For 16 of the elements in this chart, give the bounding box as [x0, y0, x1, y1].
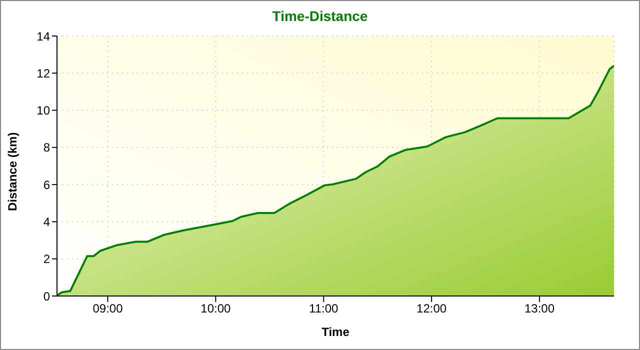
x-tick-label: 13:00: [524, 302, 555, 316]
chart-title: Time-Distance: [271, 8, 369, 24]
y-tick-label: 0: [43, 289, 50, 304]
x-axis-title: Time: [322, 325, 350, 339]
y-tick-label: 6: [43, 178, 50, 192]
x-tick-label: 10:00: [200, 302, 232, 316]
y-tick-label: 12: [36, 66, 50, 80]
y-axis-title: Distance (km): [5, 132, 20, 211]
x-tick-label: 09:00: [92, 302, 124, 316]
y-tick-label: 4: [43, 214, 50, 229]
y-tick-label: 2: [43, 252, 50, 266]
x-tick-label: 12:00: [416, 302, 447, 316]
y-tick-label: 8: [43, 140, 50, 155]
y-tick-label: 10: [36, 104, 50, 118]
y-tick-label: 14: [36, 29, 50, 44]
x-tick-label: 11:00: [309, 302, 339, 316]
